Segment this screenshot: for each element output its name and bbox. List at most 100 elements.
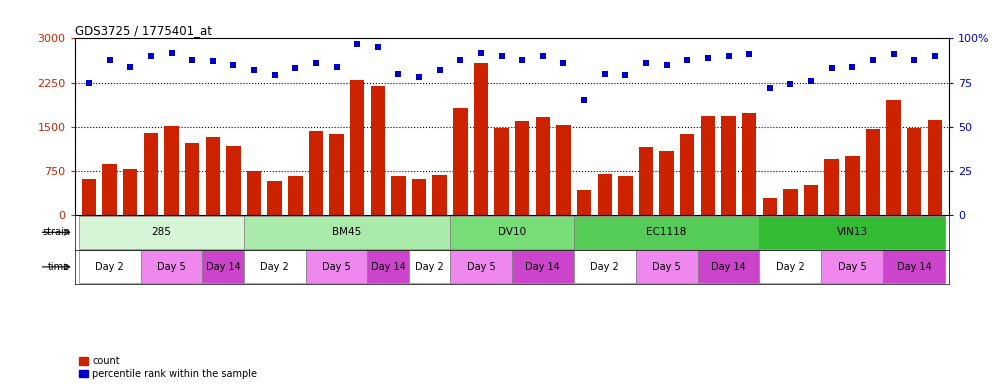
- Point: [205, 58, 221, 65]
- Bar: [412, 179, 426, 215]
- Bar: [368, 250, 409, 283]
- Point: [247, 67, 262, 73]
- Bar: [203, 250, 244, 283]
- Text: Day 14: Day 14: [371, 262, 406, 272]
- Point: [391, 71, 407, 77]
- Point: [926, 53, 942, 59]
- Bar: [701, 116, 715, 215]
- Bar: [79, 216, 244, 249]
- Point: [184, 56, 200, 63]
- Bar: [450, 250, 512, 283]
- Bar: [557, 125, 571, 215]
- Point: [164, 50, 180, 56]
- Bar: [140, 250, 203, 283]
- Bar: [79, 250, 140, 283]
- Bar: [866, 129, 880, 215]
- Bar: [821, 250, 884, 283]
- Text: 285: 285: [151, 227, 171, 237]
- Text: Day 5: Day 5: [322, 262, 351, 272]
- Point: [287, 65, 303, 71]
- Point: [473, 50, 489, 56]
- Point: [514, 56, 530, 63]
- Bar: [574, 250, 636, 283]
- Point: [679, 56, 695, 63]
- Point: [431, 67, 447, 73]
- Text: EC1118: EC1118: [646, 227, 687, 237]
- Text: Day 2: Day 2: [415, 262, 443, 272]
- Bar: [329, 134, 344, 215]
- Bar: [206, 137, 220, 215]
- Bar: [227, 146, 241, 215]
- Bar: [453, 108, 467, 215]
- Point: [782, 81, 798, 88]
- Bar: [639, 147, 653, 215]
- Bar: [636, 250, 698, 283]
- Bar: [762, 198, 777, 215]
- Bar: [536, 117, 550, 215]
- Text: GDS3725 / 1775401_at: GDS3725 / 1775401_at: [75, 24, 212, 37]
- Bar: [305, 250, 368, 283]
- Bar: [824, 159, 839, 215]
- Text: Day 14: Day 14: [526, 262, 561, 272]
- Point: [370, 44, 386, 50]
- Point: [308, 60, 324, 66]
- Bar: [742, 113, 756, 215]
- Bar: [474, 63, 488, 215]
- Text: DV10: DV10: [498, 227, 526, 237]
- Point: [761, 85, 777, 91]
- Bar: [450, 216, 574, 249]
- Bar: [659, 151, 674, 215]
- Bar: [288, 176, 302, 215]
- Bar: [574, 216, 759, 249]
- Bar: [144, 132, 158, 215]
- Bar: [371, 86, 385, 215]
- Bar: [680, 134, 695, 215]
- Text: Day 14: Day 14: [711, 262, 746, 272]
- Point: [721, 53, 737, 59]
- Bar: [512, 250, 574, 283]
- Point: [122, 64, 138, 70]
- Bar: [759, 216, 945, 249]
- Point: [803, 78, 819, 84]
- Point: [824, 65, 840, 71]
- Bar: [494, 129, 509, 215]
- Point: [886, 51, 902, 57]
- Point: [577, 97, 592, 103]
- Text: Day 14: Day 14: [206, 262, 241, 272]
- Bar: [267, 182, 282, 215]
- Bar: [722, 116, 736, 215]
- Point: [494, 53, 510, 59]
- Text: Day 2: Day 2: [95, 262, 124, 272]
- Bar: [759, 250, 821, 283]
- Bar: [123, 169, 137, 215]
- Bar: [185, 142, 200, 215]
- Bar: [804, 185, 818, 215]
- Bar: [887, 99, 901, 215]
- Text: Day 5: Day 5: [157, 262, 186, 272]
- Bar: [392, 176, 406, 215]
- Legend: count, percentile rank within the sample: count, percentile rank within the sample: [80, 356, 257, 379]
- Bar: [577, 190, 591, 215]
- Point: [907, 56, 922, 63]
- Point: [349, 41, 365, 47]
- Point: [659, 62, 675, 68]
- Bar: [597, 174, 612, 215]
- Bar: [102, 164, 117, 215]
- Text: BM45: BM45: [332, 227, 362, 237]
- Text: VIN13: VIN13: [837, 227, 868, 237]
- Point: [638, 60, 654, 66]
- Bar: [244, 216, 450, 249]
- Point: [700, 55, 716, 61]
- Bar: [244, 250, 305, 283]
- Bar: [698, 250, 759, 283]
- Text: Day 5: Day 5: [652, 262, 681, 272]
- Text: Day 5: Day 5: [838, 262, 867, 272]
- Text: strain: strain: [42, 227, 71, 237]
- Point: [452, 56, 468, 63]
- Point: [101, 56, 117, 63]
- Point: [865, 56, 881, 63]
- Point: [844, 64, 860, 70]
- Point: [329, 64, 345, 70]
- Bar: [309, 131, 323, 215]
- Bar: [783, 189, 797, 215]
